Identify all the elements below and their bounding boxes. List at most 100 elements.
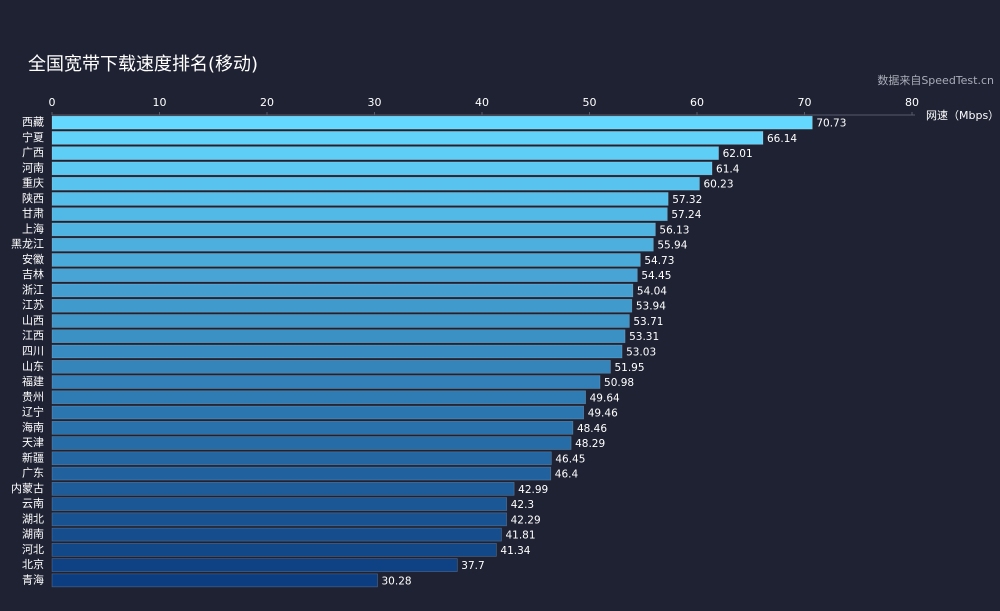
x-tick-label: 10	[153, 96, 167, 109]
bar	[51, 359, 611, 374]
bar	[51, 253, 641, 267]
y-tick-label: 宁夏	[22, 130, 44, 144]
bar	[51, 375, 601, 389]
bar	[51, 527, 502, 542]
data-label: 30.28	[382, 575, 412, 587]
y-tick-label: 安徽	[22, 252, 44, 266]
y-tick-label: 海南	[22, 420, 44, 434]
bar	[51, 192, 669, 206]
y-tick-label: 河南	[22, 161, 44, 174]
data-label: 53.03	[626, 347, 656, 359]
bar	[51, 405, 584, 420]
x-tick-label: 70	[798, 96, 812, 109]
bar	[51, 329, 626, 344]
data-label: 61.4	[716, 163, 740, 175]
data-label: 54.73	[644, 255, 674, 267]
bar	[51, 573, 378, 588]
data-label: 42.99	[518, 484, 548, 496]
y-tick-label: 重庆	[22, 176, 44, 190]
y-tick-label: 浙江	[22, 283, 44, 296]
y-tick-label: 福建	[22, 374, 44, 388]
bar	[51, 268, 638, 283]
data-label: 54.04	[637, 285, 667, 297]
y-tick-label: 西藏	[22, 116, 44, 129]
bar	[51, 131, 764, 145]
x-tick-label: 20	[260, 96, 274, 109]
y-tick-label: 江苏	[22, 299, 44, 312]
data-label: 46.45	[555, 453, 585, 465]
data-label: 49.46	[588, 408, 618, 420]
bar	[51, 497, 508, 511]
x-tick-label: 40	[475, 96, 489, 109]
data-label: 66.14	[767, 133, 797, 145]
data-label: 70.73	[816, 118, 846, 130]
x-tick-label: 50	[583, 96, 597, 109]
y-tick-label: 青海	[22, 572, 44, 586]
data-label: 53.94	[636, 301, 666, 313]
bar	[51, 115, 813, 130]
data-label: 49.64	[590, 392, 620, 404]
bar	[51, 283, 634, 298]
bar	[51, 512, 507, 527]
y-tick-label: 山东	[22, 360, 44, 373]
data-label: 50.98	[604, 377, 634, 389]
y-tick-label: 内蒙古	[11, 481, 44, 495]
y-tick-label: 贵州	[22, 390, 44, 403]
bar	[51, 344, 623, 359]
y-tick-label: 云南	[22, 497, 44, 510]
data-label: 60.23	[703, 179, 733, 191]
y-tick-label: 山西	[22, 314, 44, 327]
y-tick-label: 湖南	[22, 528, 44, 541]
data-label: 37.7	[461, 560, 484, 572]
data-label: 41.81	[505, 530, 535, 542]
bar	[51, 146, 719, 160]
y-tick-label: 广西	[22, 146, 44, 159]
x-tick-label: 80	[905, 96, 919, 109]
bar	[51, 558, 458, 572]
data-label: 53.31	[629, 331, 659, 343]
y-tick-label: 江西	[22, 329, 44, 342]
x-tick-label: 0	[49, 96, 56, 109]
bar	[51, 436, 572, 450]
y-tick-label: 湖北	[22, 512, 44, 525]
bar	[51, 176, 700, 191]
data-label: 46.4	[555, 469, 579, 481]
y-tick-label: 新疆	[22, 450, 44, 464]
bar	[51, 390, 586, 405]
bar	[51, 466, 552, 481]
y-tick-label: 北京	[22, 557, 44, 571]
data-label: 53.71	[633, 316, 663, 328]
bar	[51, 161, 713, 176]
chart-title: 全国宽带下载速度排名(移动)	[28, 54, 258, 75]
data-label: 48.46	[577, 423, 607, 435]
bar	[51, 298, 633, 313]
bar	[51, 207, 668, 221]
chart-subtitle: 数据来自SpeedTest.cn	[877, 73, 994, 87]
y-tick-label: 广东	[22, 467, 44, 480]
data-label: 55.94	[657, 240, 687, 252]
y-tick-label: 陕西	[22, 191, 44, 205]
bar	[51, 482, 515, 496]
data-label: 51.95	[614, 362, 644, 374]
data-label: 48.29	[575, 438, 605, 450]
y-tick-label: 四川	[22, 345, 44, 358]
data-label: 57.24	[671, 209, 701, 221]
y-tick-label: 河北	[22, 543, 44, 556]
data-label: 56.13	[659, 224, 689, 236]
y-tick-label: 黑龙江	[11, 238, 44, 251]
data-label: 54.45	[641, 270, 671, 282]
bar	[51, 543, 497, 557]
y-tick-label: 辽宁	[22, 405, 44, 419]
data-label: 42.3	[511, 499, 534, 511]
x-tick-label: 60	[690, 96, 704, 109]
y-tick-label: 天津	[22, 436, 44, 449]
bar	[51, 420, 574, 435]
bar	[51, 451, 552, 466]
x-axis-label: 网速（Mbps）	[926, 109, 999, 122]
data-label: 42.29	[511, 514, 541, 526]
data-label: 41.34	[500, 545, 530, 557]
x-tick-label: 30	[368, 96, 382, 109]
bar	[51, 237, 654, 252]
bar	[51, 314, 630, 328]
